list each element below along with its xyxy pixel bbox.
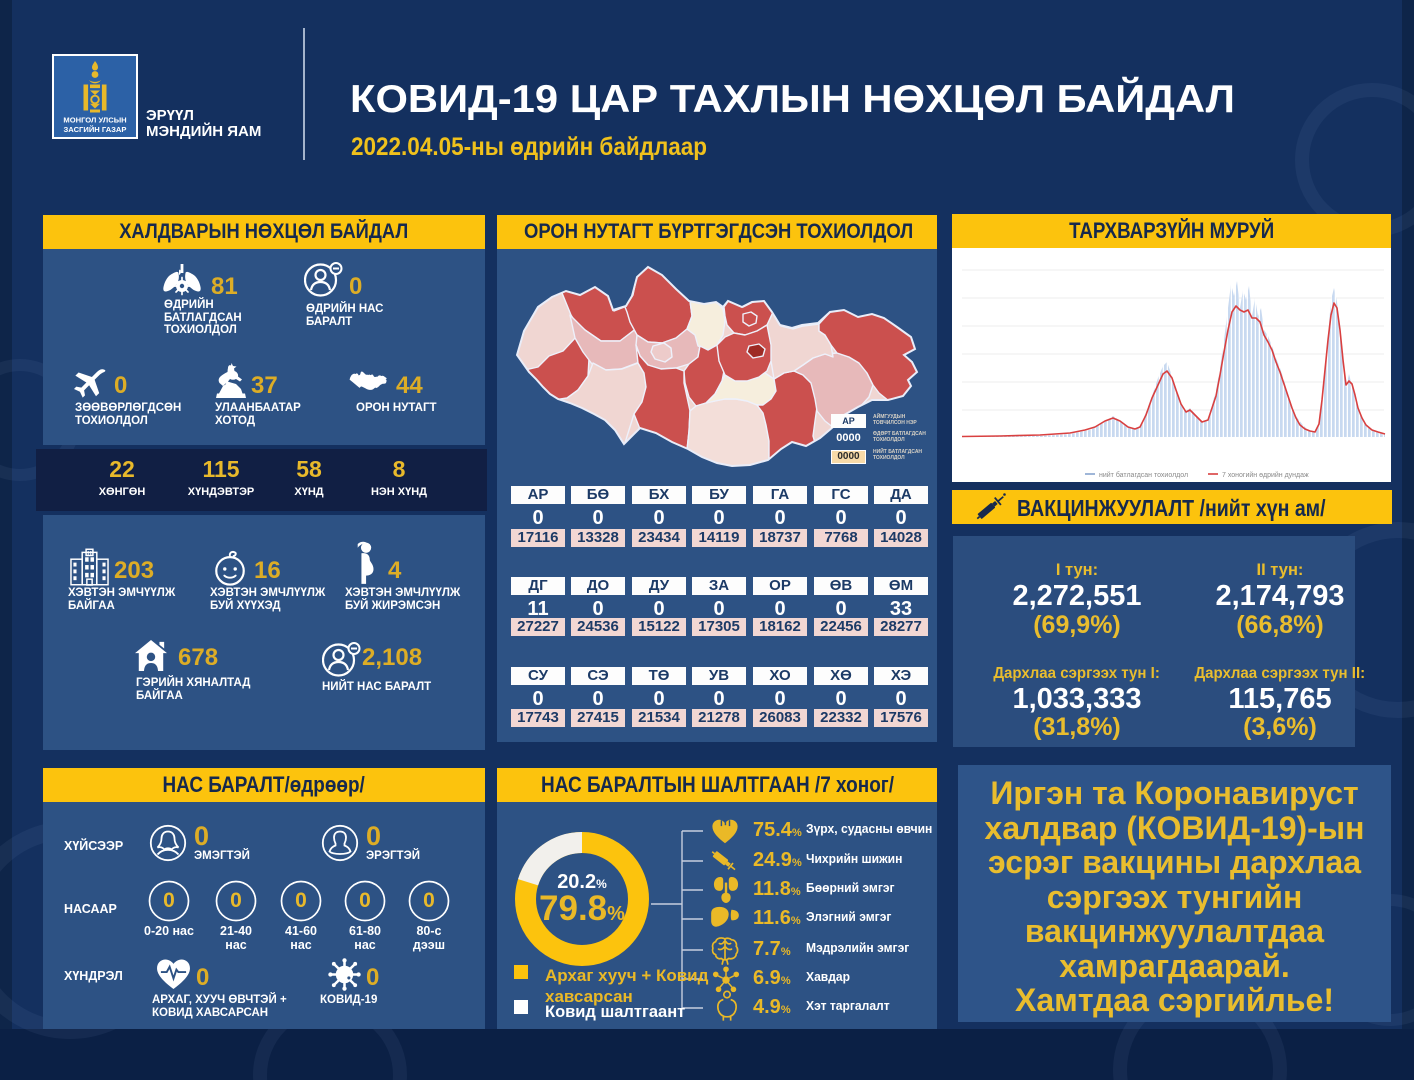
svg-text:нийт батлагдсан тохиолдол: нийт батлагдсан тохиолдол bbox=[1099, 471, 1188, 479]
svg-text:7 хоногийн өдрийн дундаж: 7 хоногийн өдрийн дундаж bbox=[1222, 471, 1309, 479]
svg-text:Н: Н bbox=[87, 551, 91, 557]
svg-text:ЗАСГИЙН ГАЗАР: ЗАСГИЙН ГАЗАР bbox=[64, 125, 127, 134]
svg-text:МОНГОЛ УЛСЫН: МОНГОЛ УЛСЫН bbox=[63, 116, 126, 125]
